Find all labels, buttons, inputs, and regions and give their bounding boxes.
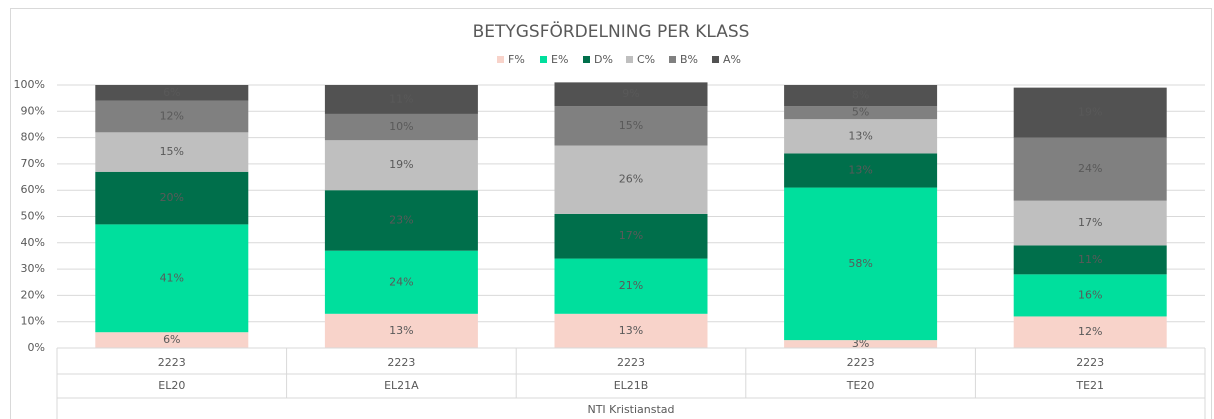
x-tick-label: 2223 (387, 356, 415, 369)
legend-swatch (712, 56, 719, 63)
legend-swatch (540, 56, 547, 63)
bar-segment (95, 332, 249, 348)
bar-segment (95, 132, 249, 172)
data-label: 17% (619, 229, 643, 242)
bar-segment (554, 313, 708, 348)
data-label: 16% (1078, 288, 1102, 301)
x-tick-label: TE20 (846, 379, 875, 392)
data-label: 19% (1078, 106, 1102, 119)
data-label: 26% (619, 173, 643, 186)
data-label: 11% (389, 92, 413, 105)
data-label: 8% (852, 89, 869, 102)
legend-label: C% (637, 53, 655, 66)
legend-swatch (583, 56, 590, 63)
data-label: 13% (619, 324, 643, 337)
x-tick-label: 2223 (1076, 356, 1104, 369)
y-tick-label: 60% (21, 183, 45, 196)
data-label: 10% (389, 120, 413, 133)
data-label: 13% (848, 129, 872, 142)
bar-segment (554, 106, 708, 146)
legend-label: A% (723, 53, 741, 66)
bar-segment (784, 106, 938, 120)
bar-segment (1013, 87, 1167, 138)
y-tick-label: 40% (21, 236, 45, 249)
legend-swatch (669, 56, 676, 63)
chart-frame (10, 8, 1212, 419)
bar-segment (95, 224, 249, 333)
bar-segment (784, 119, 938, 154)
bar-segment (324, 85, 478, 114)
bar-segment (95, 100, 249, 133)
x-tick-label: EL21A (384, 379, 419, 392)
data-label: 12% (1078, 325, 1102, 338)
data-label: 15% (619, 119, 643, 132)
bar-segment (554, 145, 708, 214)
data-label: 58% (848, 257, 872, 270)
x-tick-label: 2223 (158, 356, 186, 369)
bar-segment (324, 313, 478, 348)
y-tick-label: 100% (14, 78, 45, 91)
legend-label: B% (680, 53, 698, 66)
y-tick-label: 80% (21, 131, 45, 144)
data-label: 6% (163, 86, 180, 99)
data-label: 21% (619, 279, 643, 292)
data-label: 9% (622, 87, 639, 100)
data-label: 13% (389, 324, 413, 337)
legend-swatch (626, 56, 633, 63)
bar-segment (324, 113, 478, 141)
x-group-label: NTI Kristianstad (587, 403, 674, 416)
bar-segment (95, 85, 249, 101)
y-tick-label: 50% (21, 210, 45, 223)
bar-segment (784, 85, 938, 107)
bar-segment (324, 140, 478, 191)
x-tick-label: 2223 (847, 356, 875, 369)
data-label: 15% (160, 145, 184, 158)
chart-title: BETYGSFÖRDELNING PER KLASS (473, 20, 750, 42)
bar-segment (784, 153, 938, 188)
data-label: 24% (1078, 162, 1102, 175)
data-label: 13% (848, 163, 872, 176)
legend-label: F% (508, 53, 525, 66)
bar-segment (1013, 200, 1167, 246)
data-label: 6% (163, 333, 180, 346)
data-label: 11% (1078, 253, 1102, 266)
data-label: 17% (1078, 216, 1102, 229)
bar-segment (324, 250, 478, 314)
bar-segment (95, 171, 249, 225)
x-tick-label: TE21 (1075, 379, 1104, 392)
y-tick-label: 90% (21, 104, 45, 117)
data-label: 19% (389, 158, 413, 171)
y-tick-label: 70% (21, 157, 45, 170)
data-label: 12% (160, 110, 184, 123)
y-tick-label: 20% (21, 288, 45, 301)
y-tick-label: 30% (21, 262, 45, 275)
legend-label: D% (594, 53, 613, 66)
bar-segment (554, 213, 708, 259)
bar-segment (1013, 245, 1167, 275)
legend-label: E% (551, 53, 568, 66)
bar-segment (554, 82, 708, 107)
bar-segment (1013, 274, 1167, 317)
data-label: 41% (160, 271, 184, 284)
data-label: 5% (852, 106, 869, 119)
data-label: 3% (852, 337, 869, 350)
bar-segment (1013, 137, 1167, 201)
y-tick-label: 0% (28, 341, 45, 354)
bar-segment (554, 258, 708, 314)
y-tick-label: 10% (21, 315, 45, 328)
bar-segment (784, 187, 938, 341)
bar-segment (784, 340, 938, 348)
data-label: 20% (160, 191, 184, 204)
data-label: 23% (389, 213, 413, 226)
x-tick-label: EL20 (158, 379, 185, 392)
data-label: 24% (389, 275, 413, 288)
bar-segment (324, 190, 478, 251)
bar-segment (1013, 316, 1167, 348)
x-tick-label: EL21B (614, 379, 649, 392)
x-tick-label: 2223 (617, 356, 645, 369)
legend-swatch (497, 56, 504, 63)
